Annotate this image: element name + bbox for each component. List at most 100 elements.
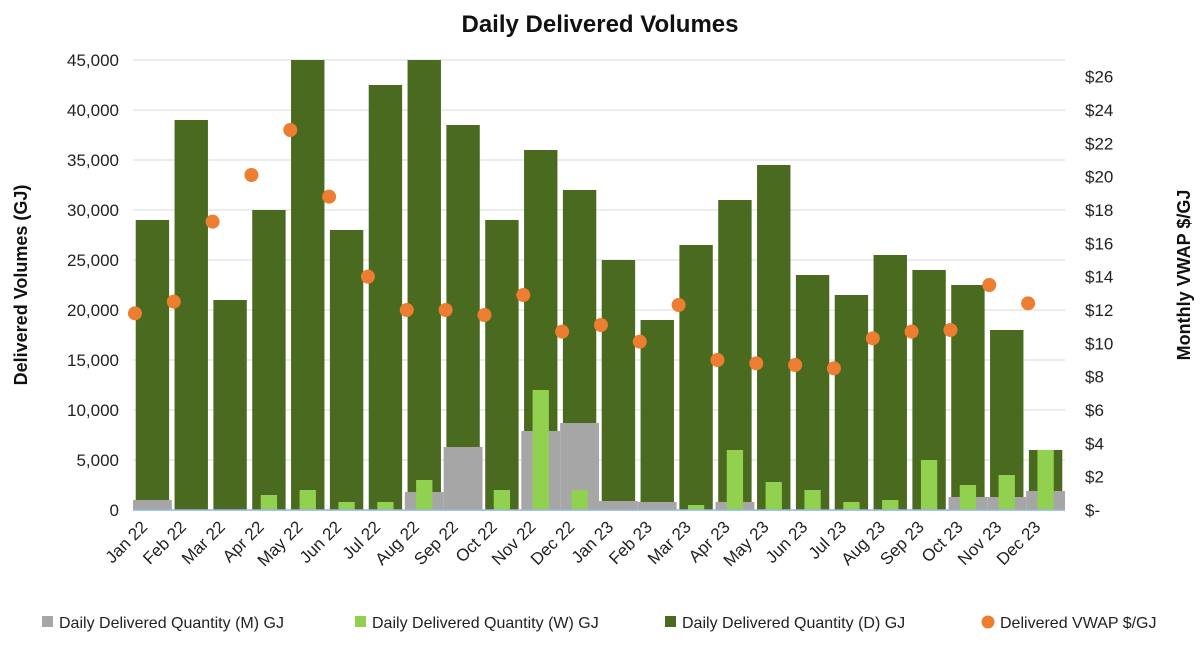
bar-weekly-quantity [532, 390, 549, 510]
y-tick-label: 5,000 [76, 451, 119, 470]
x-tick-label: Jun 22 [296, 517, 346, 567]
bar-daily-quantity [485, 220, 519, 510]
vwap-point [904, 324, 919, 339]
y2-tick-label: $8 [1085, 368, 1104, 387]
legend: Daily Delivered Quantity (M) GJ Daily Del… [42, 615, 1157, 632]
legend-label: Daily Delivered Quantity (D) GJ [682, 615, 905, 632]
vwap-point [826, 361, 841, 376]
vwap-point [1021, 296, 1036, 311]
y2-tick-label: $26 [1085, 68, 1113, 87]
vwap-point [477, 308, 492, 322]
x-tick-label: Dec 23 [993, 517, 1045, 569]
legend-swatch [981, 615, 995, 629]
x-tick-label: Feb 23 [605, 517, 656, 568]
bar-weekly-quantity [687, 505, 705, 510]
vwap-point [865, 331, 880, 346]
legend-label: Daily Delivered Quantity (M) GJ [59, 615, 284, 632]
y2-tick-label: $18 [1085, 201, 1113, 220]
x-tick-label: Dec 22 [527, 517, 579, 569]
y2-tick-label: $22 [1085, 134, 1113, 153]
x-tick-label: Mar 22 [178, 517, 229, 568]
legend-swatch [42, 616, 53, 627]
vwap-point [283, 123, 298, 137]
bar-monthly-quantity [133, 500, 172, 510]
vwap-point [749, 356, 764, 371]
bar-daily-quantity [951, 285, 985, 510]
daily-quantity-bars [135, 60, 1063, 510]
y-tick-label: 35,000 [67, 151, 119, 170]
bar-weekly-quantity [338, 502, 355, 510]
legend-label: Delivered VWAP $/GJ [1000, 615, 1157, 632]
vwap-point [632, 334, 647, 349]
bar-weekly-quantity [571, 490, 588, 510]
y-tick-label: 45,000 [67, 51, 119, 70]
vwap-points [127, 123, 1036, 376]
y2-tick-label: $10 [1085, 334, 1113, 353]
bar-daily-quantity [368, 85, 403, 510]
bar-weekly-quantity [260, 495, 278, 510]
y-tick-label: 25,000 [67, 251, 119, 270]
bar-daily-quantity [640, 320, 674, 510]
vwap-point [788, 358, 803, 372]
vwap-point [166, 294, 181, 309]
y-tick-label: 20,000 [67, 301, 119, 320]
x-tick-label: Feb 22 [139, 517, 190, 568]
legend-swatch [355, 616, 366, 627]
bar-weekly-quantity [377, 502, 394, 510]
bar-weekly-quantity [843, 502, 860, 510]
weekly-quantity-bars [260, 390, 1054, 510]
y2-tick-label: $24 [1085, 101, 1113, 120]
bar-daily-quantity [291, 60, 325, 510]
bar-monthly-quantity [443, 447, 483, 510]
bar-monthly-quantity [599, 501, 638, 510]
legend-swatch [665, 616, 676, 627]
vwap-point [205, 214, 220, 229]
y2-tick-label: $20 [1085, 168, 1113, 187]
vwap-point [593, 318, 608, 332]
bar-daily-quantity [873, 255, 907, 510]
bar-weekly-quantity [920, 460, 938, 510]
y2-tick-label: $12 [1085, 301, 1113, 320]
vwap-point [516, 288, 531, 302]
bar-weekly-quantity [765, 482, 782, 510]
bar-weekly-quantity [726, 450, 744, 510]
y-axis-title: Delivered Volumes (GJ) [11, 185, 31, 386]
bar-daily-quantity [795, 275, 830, 510]
bar-daily-quantity [601, 260, 636, 510]
bar-daily-quantity [174, 120, 208, 510]
bar-daily-quantity [407, 60, 441, 510]
bar-weekly-quantity [1037, 450, 1054, 510]
bar-monthly-quantity [637, 502, 677, 510]
bar-daily-quantity [446, 125, 480, 510]
bar-daily-quantity [135, 220, 170, 510]
bar-weekly-quantity [959, 485, 977, 510]
vwap-point [943, 323, 958, 337]
legend-label: Daily Delivered Quantity (W) GJ [372, 615, 599, 632]
y-tick-label: 10,000 [67, 401, 119, 420]
bar-weekly-quantity [299, 490, 316, 510]
x-tick-label: Mar 23 [644, 517, 695, 568]
bar-daily-quantity [757, 165, 791, 510]
y-tick-label: 30,000 [67, 201, 119, 220]
vwap-point [982, 278, 997, 292]
y2-axis-title: Monthly VWAP $/GJ [1174, 190, 1194, 361]
bar-daily-quantity [679, 245, 713, 510]
y-tick-label: 40,000 [67, 101, 119, 120]
y2-tick-label: $6 [1085, 401, 1104, 420]
bar-weekly-quantity [493, 490, 511, 510]
y-tick-label: 15,000 [67, 351, 119, 370]
y2-tick-label: $4 [1085, 434, 1104, 453]
vwap-point [360, 269, 375, 284]
vwap-point [438, 303, 453, 317]
y2-tick-label: $16 [1085, 234, 1113, 253]
vwap-point [555, 324, 570, 339]
x-tick-label: Sep 22 [410, 517, 462, 569]
vwap-point [322, 189, 337, 204]
y2-tick-label: $- [1085, 501, 1100, 520]
vwap-point [710, 353, 725, 367]
y-tick-label: 0 [110, 501, 119, 520]
bar-weekly-quantity [416, 480, 433, 510]
bar-weekly-quantity [804, 490, 821, 510]
